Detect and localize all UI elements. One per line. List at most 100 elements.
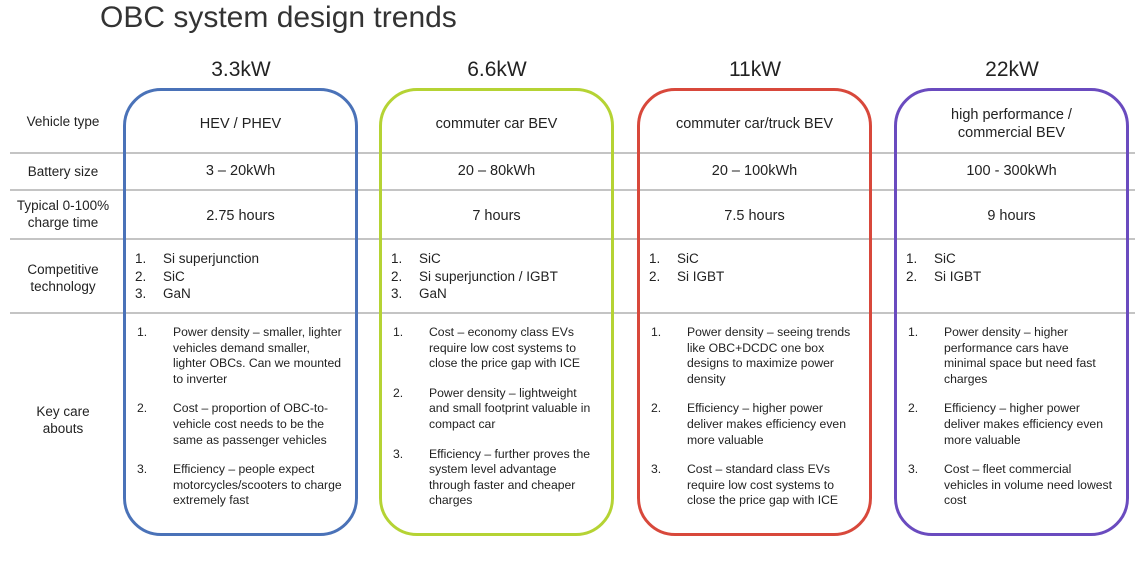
technology-item-text: SiC	[419, 251, 441, 266]
row-label-charge-time: Typical 0-100% charge time	[16, 198, 110, 230]
column-card-22kw	[894, 88, 1129, 536]
care-about-text: Cost – fleet commercial vehicles in volu…	[944, 462, 1113, 508]
care-about-text: Cost – proportion of OBC-to-vehicle cost…	[173, 401, 329, 447]
care-about-text: Power density – lightweight and small fo…	[429, 385, 591, 431]
key-care-abouts-list: 1. Power density – seeing trends like OBC…	[651, 325, 856, 523]
charge-time-value: 7.5 hours	[724, 208, 785, 224]
vehicle-type-value: commuter car/truck BEV	[675, 116, 834, 132]
technology-item: 2. SiC	[135, 268, 350, 286]
care-about-item: 3. Cost – fleet commercial vehicles in vo…	[908, 462, 1113, 509]
charge-time-value: 7 hours	[472, 208, 521, 224]
list-number: 1.	[393, 325, 404, 339]
care-about-text: Efficiency – further proves the system l…	[429, 446, 591, 508]
technology-item: 2. Si IGBT	[649, 268, 864, 286]
competitive-technology-list: 1. SiC 2. Si superjunction / IGBT 3. GaN	[391, 250, 606, 303]
care-about-item: 1. Cost – economy class EVs require low c…	[393, 325, 598, 372]
care-about-text: Power density – smaller, lighter vehicle…	[173, 325, 342, 386]
technology-item: 3. GaN	[391, 285, 606, 303]
competitive-technology-list: 1. Si superjunction 2. SiC 3. GaN	[135, 250, 350, 303]
list-number: 2.	[391, 268, 403, 284]
list-number: 3.	[137, 462, 148, 477]
technology-item-text: SiC	[677, 251, 699, 266]
care-about-text: Efficiency – people expect motorcycles/s…	[173, 462, 342, 508]
row-label-competitive-technology: Competitive technology	[27, 262, 99, 294]
list-number: 2.	[135, 268, 147, 284]
care-about-text: Cost – standard class EVs require low co…	[687, 462, 839, 508]
technology-item-text: SiC	[163, 268, 185, 284]
technology-item-text: GaN	[163, 286, 191, 301]
care-about-text: Power density – higher performance cars …	[944, 325, 1096, 386]
charge-time-value: 2.75 hours	[206, 208, 275, 224]
list-number: 2.	[651, 401, 662, 416]
technology-item: 1. SiC	[649, 250, 864, 268]
list-number: 3.	[908, 462, 919, 477]
row-separator	[10, 152, 1135, 154]
care-about-item: 2. Cost – proportion of OBC-to-vehicle co…	[137, 401, 342, 448]
care-about-item: 1. Power density – seeing trends like OBC…	[651, 325, 856, 387]
list-number: 3.	[393, 446, 404, 461]
care-about-text: Efficiency – higher power deliver makes …	[687, 401, 846, 447]
list-number: 2.	[908, 401, 919, 416]
care-about-item: 1. Power density – smaller, lighter vehic…	[137, 325, 342, 387]
row-separator	[10, 238, 1135, 240]
care-about-item: 3. Efficiency – further proves the system…	[393, 447, 598, 509]
care-about-item: 2. Power density – lightweight and small …	[393, 386, 598, 433]
list-number: 1.	[651, 325, 662, 339]
technology-item-text: SiC	[934, 251, 956, 266]
care-about-item: 1. Power density – higher performance car…	[908, 325, 1113, 387]
battery-size-value: 20 – 80kWh	[457, 163, 536, 179]
list-number: 2.	[649, 268, 661, 284]
column-header-6-6kw: 6.6kW	[467, 58, 527, 81]
list-number: 3.	[135, 286, 147, 301]
column-card-3-3kw	[123, 88, 358, 536]
technology-item-text: Si IGBT	[677, 268, 725, 284]
row-label-key-care-abouts: Key care abouts	[36, 404, 90, 436]
list-number: 1.	[908, 325, 919, 339]
technology-item: 1. Si superjunction	[135, 250, 350, 268]
technology-item-text: Si superjunction / IGBT	[419, 268, 558, 284]
technology-item: 3. GaN	[135, 285, 350, 303]
column-header-22kw: 22kW	[985, 58, 1039, 81]
technology-item: 1. SiC	[906, 250, 1121, 268]
competitive-technology-list: 1. SiC 2. Si IGBT	[649, 250, 864, 285]
row-separator	[10, 189, 1135, 191]
list-number: 3.	[391, 286, 403, 301]
care-about-item: 3. Efficiency – people expect motorcycles…	[137, 462, 342, 509]
charge-time-value: 9 hours	[987, 208, 1036, 224]
vehicle-type-value: commuter car BEV	[435, 116, 558, 132]
competitive-technology-list: 1. SiC 2. Si IGBT	[906, 250, 1121, 285]
row-separator	[10, 312, 1135, 314]
key-care-abouts-list: 1. Power density – higher performance car…	[908, 325, 1113, 523]
key-care-abouts-list: 1. Cost – economy class EVs require low c…	[393, 325, 598, 523]
care-about-text: Efficiency – higher power deliver makes …	[944, 401, 1103, 447]
technology-item: 2. Si superjunction / IGBT	[391, 268, 606, 286]
list-number: 1.	[137, 325, 148, 339]
care-about-item: 2. Efficiency – higher power deliver make…	[651, 401, 856, 448]
list-number: 1.	[135, 251, 147, 266]
technology-item: 1. SiC	[391, 250, 606, 268]
list-number: 1.	[906, 251, 918, 266]
column-card-6-6kw	[379, 88, 614, 536]
technology-item: 2. Si IGBT	[906, 268, 1121, 286]
vehicle-type-value: high performance / commercial BEV	[951, 107, 1072, 141]
care-about-item: 3. Cost – standard class EVs require low …	[651, 462, 856, 509]
page-title: OBC system design trends	[100, 1, 457, 34]
row-label-vehicle-type: Vehicle type	[26, 114, 100, 129]
vehicle-type-value: HEV / PHEV	[199, 116, 282, 132]
battery-size-value: 20 – 100kWh	[711, 163, 798, 179]
list-number: 2.	[137, 401, 148, 416]
list-number: 2.	[906, 268, 918, 284]
technology-item-text: GaN	[419, 286, 447, 301]
list-number: 1.	[391, 251, 403, 266]
care-about-text: Cost – economy class EVs require low cos…	[429, 325, 581, 371]
key-care-abouts-list: 1. Power density – smaller, lighter vehic…	[137, 325, 342, 523]
technology-item-text: Si superjunction	[163, 251, 260, 266]
row-label-battery-size: Battery size	[27, 164, 99, 179]
technology-item-text: Si IGBT	[934, 268, 982, 284]
care-about-item: 2. Efficiency – higher power deliver make…	[908, 401, 1113, 448]
battery-size-value: 100 - 300kWh	[966, 163, 1057, 179]
column-header-3-3kw: 3.3kW	[211, 58, 271, 81]
column-card-11kw	[637, 88, 872, 536]
list-number: 3.	[651, 462, 662, 477]
list-number: 2.	[393, 385, 404, 400]
